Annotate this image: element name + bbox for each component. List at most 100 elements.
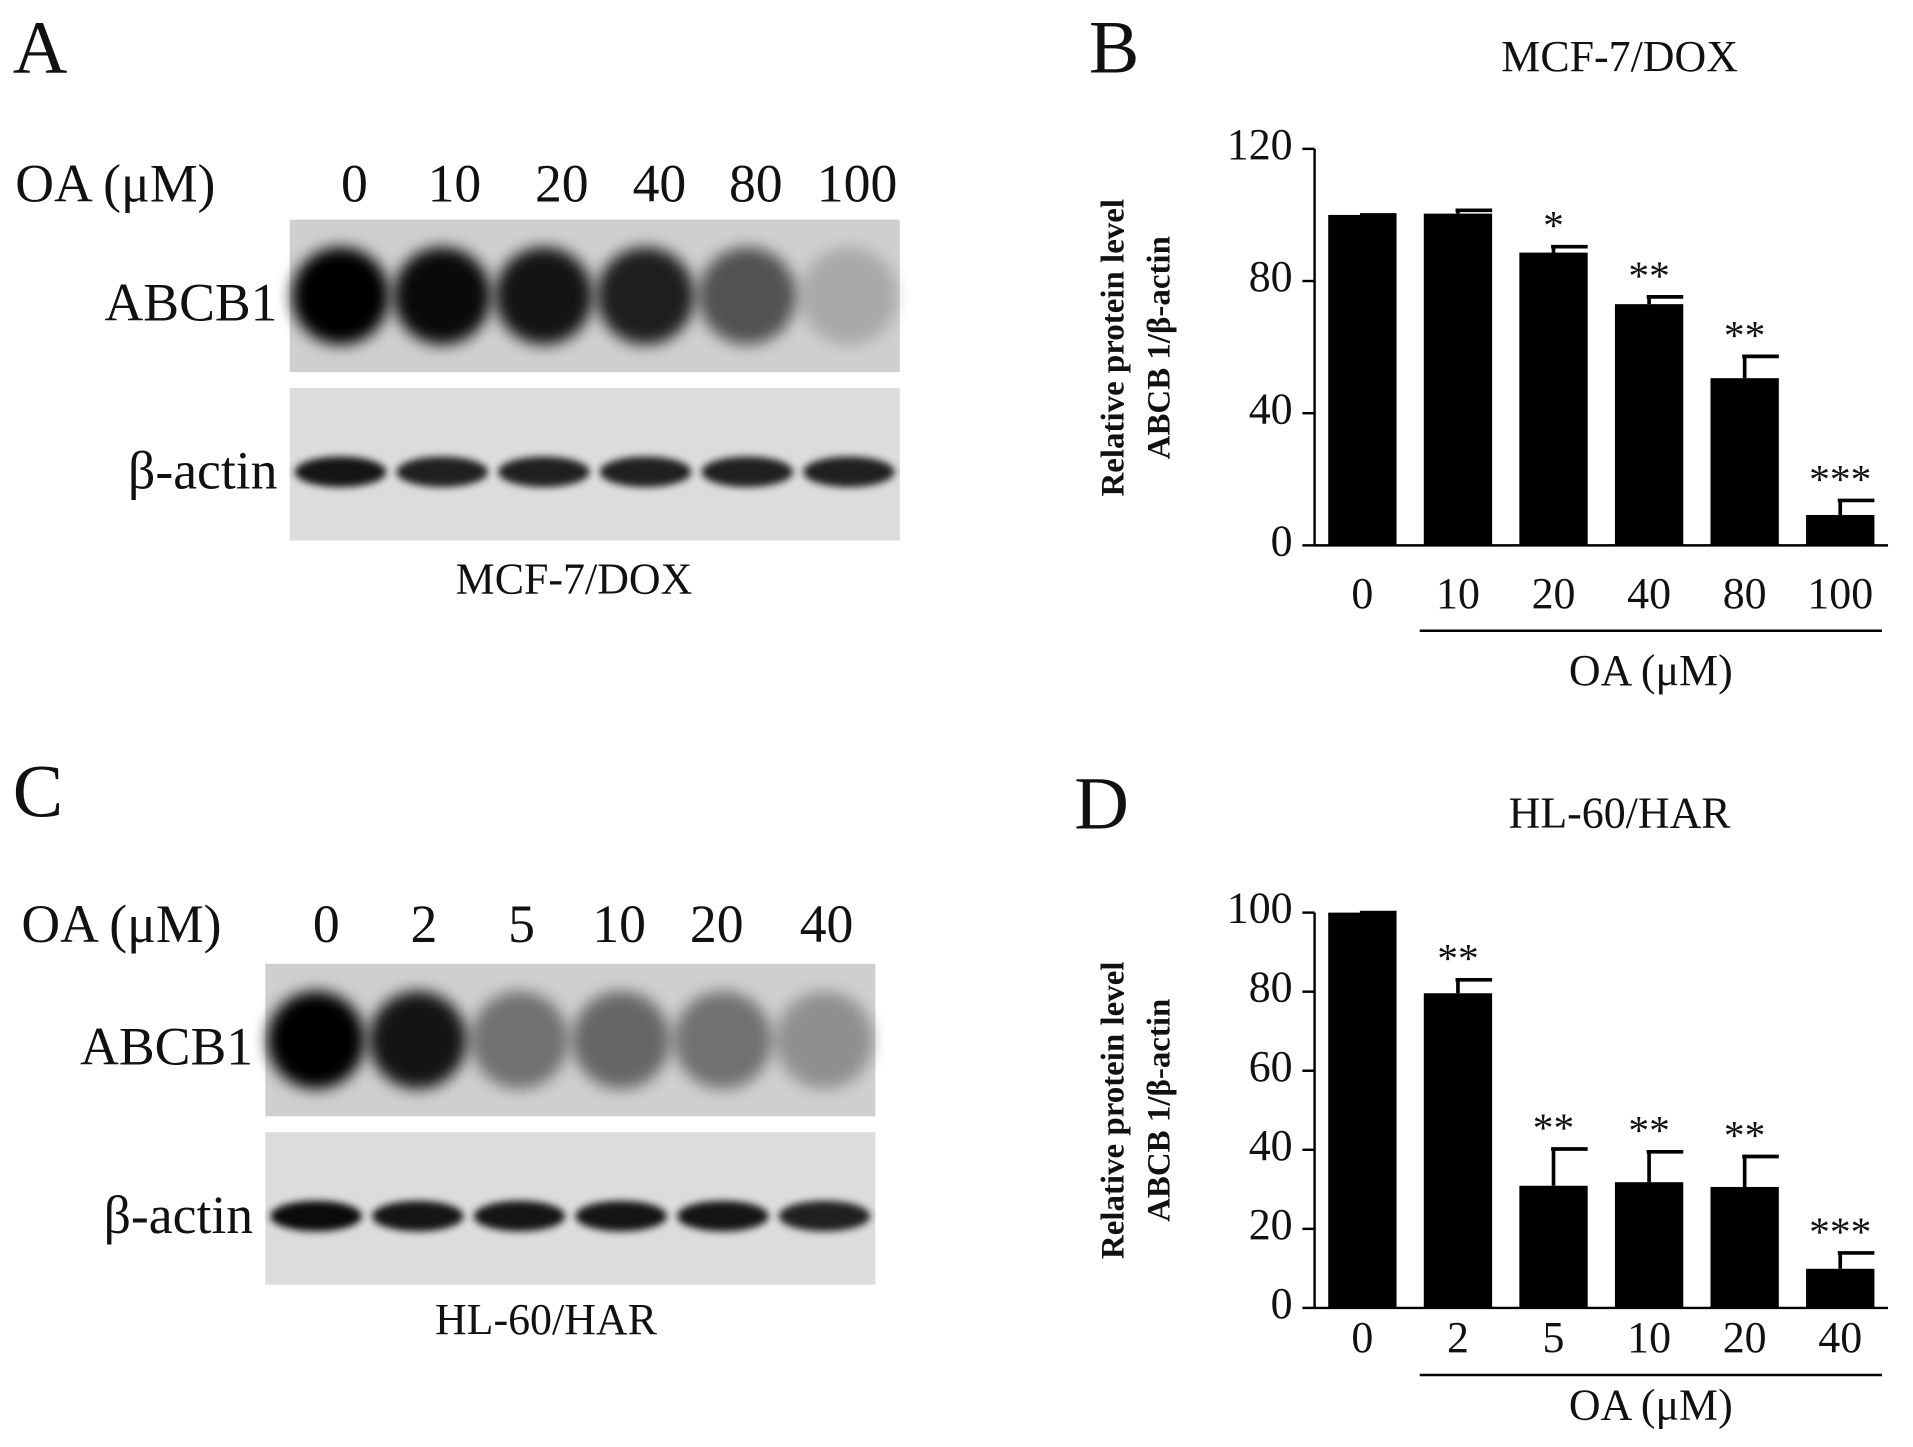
row-label: β-actin <box>104 1185 254 1245</box>
error-bar <box>1742 1154 1779 1187</box>
y-tick-label: 100 <box>1227 884 1293 933</box>
error-bar <box>1551 1147 1588 1186</box>
blot-band <box>803 456 895 488</box>
y-axis-label: Relative protein level <box>1095 961 1131 1259</box>
bar <box>1423 993 1493 1308</box>
y-tick-label: 40 <box>1249 384 1293 433</box>
y-tick-label: 0 <box>1271 1279 1293 1328</box>
significance: ** <box>1628 1107 1669 1153</box>
lane-label: 2 <box>411 894 438 954</box>
significance: ** <box>1724 1112 1765 1158</box>
error-bar <box>1837 498 1875 515</box>
lane-label: 10 <box>428 153 482 213</box>
blot-background <box>265 963 876 1117</box>
blot-band <box>575 1200 667 1232</box>
y-tick-label: 80 <box>1249 252 1293 301</box>
significance: *** <box>1809 456 1871 502</box>
blot-band <box>596 247 695 345</box>
x-tick-label: 10 <box>1627 1313 1671 1362</box>
panel-label: A <box>13 6 68 89</box>
y-axis-label: ABCB 1/β-actin <box>1142 236 1178 459</box>
blot-band <box>396 456 488 488</box>
x-tick-label: 40 <box>1627 569 1671 618</box>
bar <box>1328 912 1397 1308</box>
blot-band <box>372 1200 464 1232</box>
x-tick-label: 80 <box>1723 569 1767 618</box>
blot-band <box>291 247 390 345</box>
significance: ** <box>1724 312 1765 358</box>
blot-band <box>369 991 467 1089</box>
bar <box>1328 214 1397 546</box>
bar <box>1614 304 1684 546</box>
chart-title: HL-60/HAR <box>1509 789 1732 838</box>
lane-label: 0 <box>341 153 368 213</box>
y-tick-label: 60 <box>1249 1042 1293 1091</box>
x-tick-label: 20 <box>1723 1313 1767 1362</box>
blot-background <box>289 387 900 541</box>
error-bar <box>1455 977 1493 994</box>
bar <box>1423 213 1493 546</box>
error-bar <box>1837 1251 1875 1269</box>
bar <box>1806 514 1875 546</box>
x-tick-label: 0 <box>1351 569 1373 618</box>
x-tick-label: 100 <box>1807 569 1873 618</box>
blot-band <box>473 1200 566 1232</box>
lane-header: OA (μM) <box>15 153 215 213</box>
blot-band <box>270 1200 362 1232</box>
x-tick-label: 5 <box>1543 1313 1565 1362</box>
lane-label: 20 <box>535 153 589 213</box>
blot-band <box>775 991 874 1089</box>
lane-label: 10 <box>592 894 646 954</box>
error-bar <box>1646 295 1684 305</box>
bar <box>1710 1186 1779 1308</box>
significance: ** <box>1437 935 1478 981</box>
lane-label: 40 <box>800 894 854 954</box>
row-label: ABCB1 <box>80 1017 253 1077</box>
blot-band <box>701 456 794 488</box>
y-axis-label: Relative protein level <box>1095 199 1131 497</box>
y-axis-label: ABCB 1/β-actin <box>1142 999 1178 1222</box>
blot-band <box>294 456 387 488</box>
y-tick-label: 20 <box>1249 1200 1293 1249</box>
bar <box>1614 1182 1684 1308</box>
bar <box>1519 252 1588 546</box>
significance: ** <box>1628 252 1669 298</box>
bar <box>1710 378 1779 546</box>
y-tick-label: 120 <box>1227 120 1293 169</box>
blot-band <box>677 1200 769 1232</box>
blot-background <box>265 1132 876 1285</box>
y-tick-label: 0 <box>1271 516 1293 565</box>
blot-caption: HL-60/HAR <box>435 1295 658 1344</box>
error-bar <box>1455 208 1493 214</box>
x-tick-label: 0 <box>1351 1313 1373 1362</box>
x-tick-label: 2 <box>1447 1313 1469 1362</box>
lane-label: 100 <box>817 153 898 213</box>
lane-label: 40 <box>633 153 687 213</box>
bar <box>1806 1268 1875 1308</box>
x-tick-label: 20 <box>1532 569 1576 618</box>
lane-label: 80 <box>729 153 783 213</box>
blot-band <box>498 456 590 488</box>
panel-label: D <box>1074 763 1129 846</box>
chart-title: MCF-7/DOX <box>1501 32 1738 81</box>
blot-band <box>599 456 692 488</box>
row-label: ABCB1 <box>105 272 278 332</box>
blot-band <box>674 991 772 1089</box>
significance: *** <box>1809 1208 1871 1254</box>
blot-band <box>495 247 593 345</box>
x-axis-label: OA (μM) <box>1569 1380 1733 1429</box>
significance: ** <box>1533 1104 1574 1150</box>
blot-caption: MCF-7/DOX <box>456 554 693 603</box>
error-bar <box>1742 354 1779 379</box>
panel-label: C <box>13 751 63 834</box>
lane-label: 0 <box>313 894 340 954</box>
x-tick-label: 40 <box>1818 1313 1862 1362</box>
lane-label: 5 <box>508 894 535 954</box>
blot-band <box>267 991 365 1089</box>
y-tick-label: 40 <box>1249 1121 1293 1170</box>
bar <box>1519 1185 1588 1308</box>
blot-band <box>778 1200 871 1232</box>
x-tick-label: 10 <box>1436 569 1480 618</box>
error-bar <box>1646 1149 1684 1183</box>
